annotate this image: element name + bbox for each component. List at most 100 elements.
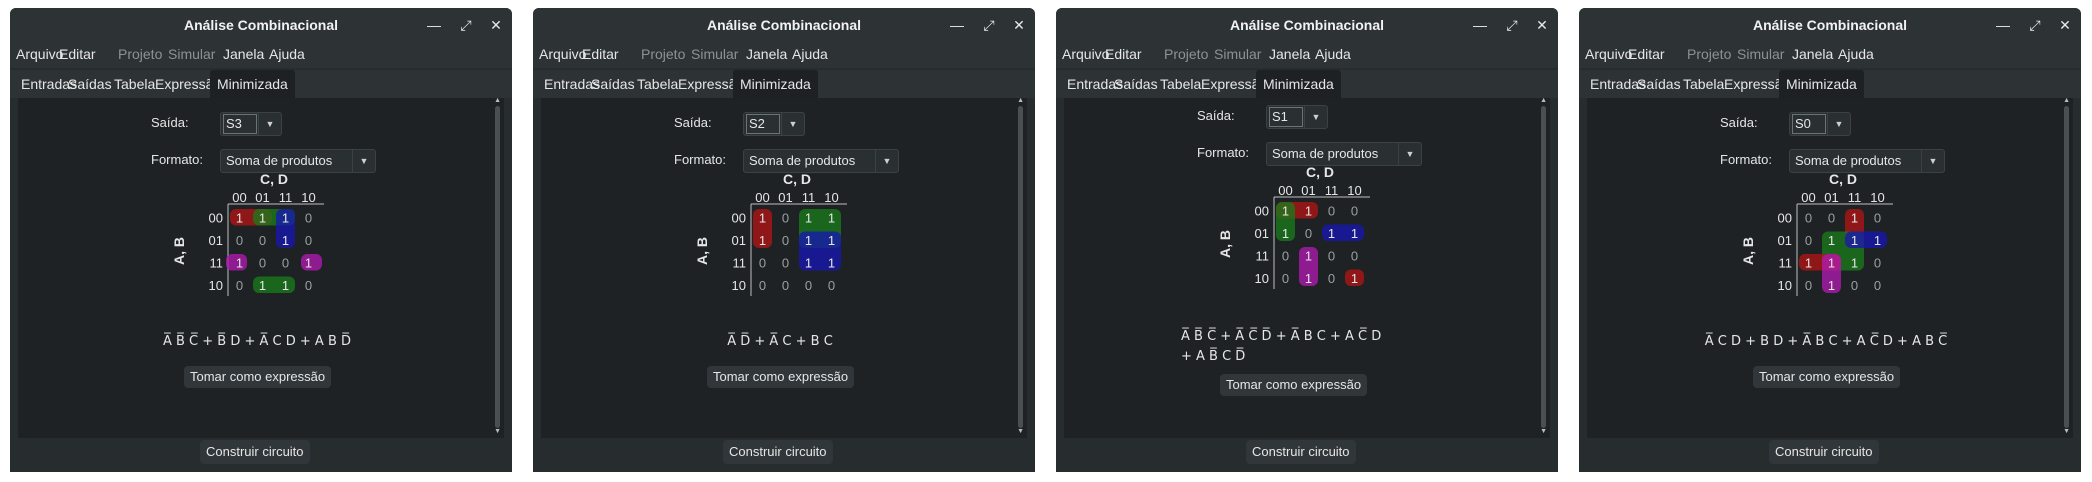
tab-2[interactable]: Tabela xyxy=(637,76,679,92)
tab-bar: Entradas Saídas Tabela Expressão Minimizada xyxy=(533,70,1035,98)
tab-1[interactable]: Saídas xyxy=(1637,76,1681,92)
menu-projeto[interactable]: Projeto xyxy=(1687,46,1732,62)
maximize-icon[interactable]: ⤢ xyxy=(460,16,472,33)
output-select[interactable]: S1 ▼ xyxy=(1266,105,1328,129)
chevron-down-icon[interactable]: ▼ xyxy=(352,150,375,172)
tab-2[interactable]: Tabela xyxy=(1160,76,1202,92)
vertical-scrollbar[interactable] xyxy=(2064,106,2069,428)
scroll-down-icon[interactable]: ▼ xyxy=(1540,428,1547,435)
menu-simular[interactable]: Simular xyxy=(1214,46,1262,62)
kmap-cell: 1 xyxy=(1305,248,1312,263)
chevron-down-icon[interactable]: ▼ xyxy=(1921,150,1944,172)
menu-editar[interactable]: Editar xyxy=(1105,46,1142,62)
menu-janela[interactable]: Janela xyxy=(223,46,265,62)
tab-1[interactable]: Saídas xyxy=(1114,76,1158,92)
tab-2[interactable]: Tabela xyxy=(1683,76,1725,92)
tab-0[interactable]: Entradas xyxy=(1067,76,1124,92)
chevron-down-icon[interactable]: ▼ xyxy=(258,113,281,135)
tab-2[interactable]: Tabela xyxy=(114,76,156,92)
menu-simular[interactable]: Simular xyxy=(168,46,216,62)
scroll-up-icon[interactable]: ▲ xyxy=(1017,97,1024,104)
format-select[interactable]: Soma de produtos ▼ xyxy=(1266,142,1422,166)
scroll-up-icon[interactable]: ▲ xyxy=(2063,97,2070,104)
vertical-scrollbar[interactable] xyxy=(1018,106,1023,428)
menu-ajuda[interactable]: Ajuda xyxy=(792,46,828,62)
tab-3[interactable]: Expressão xyxy=(678,76,745,92)
tab-0[interactable]: Entradas xyxy=(21,76,78,92)
build-circuit-button[interactable]: Construir circuito xyxy=(200,440,310,464)
tab-4[interactable]: Minimizada xyxy=(1779,70,1864,98)
menu-simular[interactable]: Simular xyxy=(691,46,739,62)
vertical-scrollbar[interactable] xyxy=(1541,106,1546,428)
close-icon[interactable]: ✕ xyxy=(2059,16,2071,33)
format-label: Formato: xyxy=(1197,145,1250,160)
menu-arquivo[interactable]: Arquivo xyxy=(16,46,64,62)
tab-3[interactable]: Expressão xyxy=(1201,76,1268,92)
scroll-up-icon[interactable]: ▲ xyxy=(494,97,501,104)
chevron-down-icon[interactable]: ▼ xyxy=(1827,113,1850,135)
take-expression-button[interactable]: Tomar como expressão xyxy=(707,366,855,388)
minimize-icon[interactable]: — xyxy=(1473,17,1487,33)
menu-janela[interactable]: Janela xyxy=(1269,46,1311,62)
close-icon[interactable]: ✕ xyxy=(1013,16,1025,33)
build-circuit-button[interactable]: Construir circuito xyxy=(1769,440,1879,464)
build-circuit-button[interactable]: Construir circuito xyxy=(1246,440,1356,464)
menu-arquivo[interactable]: Arquivo xyxy=(1585,46,1633,62)
menu-janela[interactable]: Janela xyxy=(746,46,788,62)
menu-projeto[interactable]: Projeto xyxy=(1164,46,1209,62)
output-select[interactable]: S2 ▼ xyxy=(743,112,805,136)
menu-projeto[interactable]: Projeto xyxy=(641,46,686,62)
tab-0[interactable]: Entradas xyxy=(1590,76,1647,92)
title-bar[interactable]: Análise Combinacional — ⤢ ✕ xyxy=(1579,8,2081,42)
tab-4[interactable]: Minimizada xyxy=(733,70,818,98)
maximize-icon[interactable]: ⤢ xyxy=(2029,16,2041,33)
tab-1[interactable]: Saídas xyxy=(591,76,635,92)
chevron-down-icon[interactable]: ▼ xyxy=(1398,143,1421,165)
menu-simular[interactable]: Simular xyxy=(1737,46,1785,62)
minimize-icon[interactable]: — xyxy=(427,17,441,33)
tab-3[interactable]: Expressão xyxy=(155,76,222,92)
tab-4[interactable]: Minimizada xyxy=(210,70,295,98)
close-icon[interactable]: ✕ xyxy=(490,16,502,33)
menu-ajuda[interactable]: Ajuda xyxy=(1315,46,1351,62)
chevron-down-icon[interactable]: ▼ xyxy=(875,150,898,172)
take-expression-button[interactable]: Tomar como expressão xyxy=(1220,374,1368,396)
scroll-down-icon[interactable]: ▼ xyxy=(1017,428,1024,435)
title-bar[interactable]: Análise Combinacional — ⤢ ✕ xyxy=(1056,8,1558,42)
menu-editar[interactable]: Editar xyxy=(59,46,96,62)
title-bar[interactable]: Análise Combinacional — ⤢ ✕ xyxy=(10,8,512,42)
scroll-up-icon[interactable]: ▲ xyxy=(1540,97,1547,104)
tab-4[interactable]: Minimizada xyxy=(1256,70,1341,98)
minimize-icon[interactable]: — xyxy=(950,17,964,33)
close-icon[interactable]: ✕ xyxy=(1536,16,1548,33)
maximize-icon[interactable]: ⤢ xyxy=(1506,16,1518,33)
take-expression-button[interactable]: Tomar como expressão xyxy=(1753,366,1901,388)
kmap-cell: 1 xyxy=(305,255,312,270)
menu-editar[interactable]: Editar xyxy=(582,46,619,62)
format-select[interactable]: Soma de produtos ▼ xyxy=(743,149,899,173)
vertical-scrollbar[interactable] xyxy=(495,106,500,428)
chevron-down-icon[interactable]: ▼ xyxy=(781,113,804,135)
tab-0[interactable]: Entradas xyxy=(544,76,601,92)
menu-ajuda[interactable]: Ajuda xyxy=(269,46,305,62)
maximize-icon[interactable]: ⤢ xyxy=(983,16,995,33)
format-select[interactable]: Soma de produtos ▼ xyxy=(1789,149,1945,173)
tab-3[interactable]: Expressão xyxy=(1724,76,1791,92)
scroll-down-icon[interactable]: ▼ xyxy=(494,428,501,435)
menu-editar[interactable]: Editar xyxy=(1628,46,1665,62)
menu-arquivo[interactable]: Arquivo xyxy=(539,46,587,62)
minimize-icon[interactable]: — xyxy=(1996,17,2010,33)
take-expression-button[interactable]: Tomar como expressão xyxy=(184,366,332,388)
output-select[interactable]: S3 ▼ xyxy=(220,112,282,136)
build-circuit-button[interactable]: Construir circuito xyxy=(723,440,833,464)
chevron-down-icon[interactable]: ▼ xyxy=(1304,106,1327,128)
title-bar[interactable]: Análise Combinacional — ⤢ ✕ xyxy=(533,8,1035,42)
output-select[interactable]: S0 ▼ xyxy=(1789,112,1851,136)
scroll-down-icon[interactable]: ▼ xyxy=(2063,428,2070,435)
tab-1[interactable]: Saídas xyxy=(68,76,112,92)
menu-janela[interactable]: Janela xyxy=(1792,46,1834,62)
menu-ajuda[interactable]: Ajuda xyxy=(1838,46,1874,62)
menu-projeto[interactable]: Projeto xyxy=(118,46,163,62)
format-select[interactable]: Soma de produtos ▼ xyxy=(220,149,376,173)
menu-arquivo[interactable]: Arquivo xyxy=(1062,46,1110,62)
